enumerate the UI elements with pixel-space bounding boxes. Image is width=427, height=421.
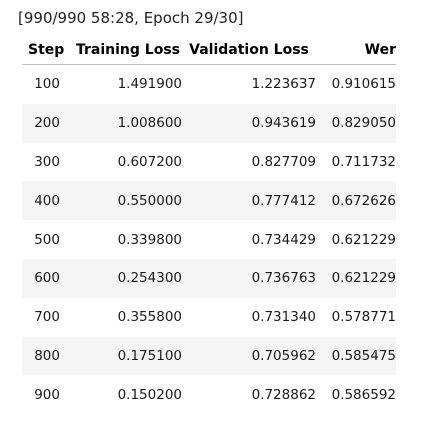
cell-wer: 0.672626 bbox=[316, 181, 396, 221]
cell-wer: 0.586592 bbox=[316, 375, 396, 415]
cell-wer: 0.910615 bbox=[316, 64, 396, 104]
cell-step: 300 bbox=[22, 142, 74, 182]
cell-step: 800 bbox=[22, 336, 74, 376]
cell-validation-loss: 0.734429 bbox=[186, 220, 316, 259]
cell-validation-loss: 0.705962 bbox=[186, 336, 316, 376]
table-row: 900 0.150200 0.728862 0.586592 bbox=[22, 375, 396, 415]
cell-step: 200 bbox=[22, 103, 74, 143]
cell-wer: 0.585475 bbox=[316, 336, 396, 376]
column-header-validation-loss: Validation Loss bbox=[186, 35, 316, 65]
cell-training-loss: 0.150200 bbox=[74, 375, 186, 415]
cell-step: 500 bbox=[22, 220, 74, 259]
column-header-wer: Wer bbox=[316, 35, 396, 65]
cell-step: 100 bbox=[22, 64, 74, 104]
table-row: 800 0.175100 0.705962 0.585475 bbox=[22, 336, 396, 376]
cell-training-loss: 0.550000 bbox=[74, 181, 186, 221]
cell-wer: 0.829050 bbox=[316, 103, 396, 143]
table-body: 100 1.491900 1.223637 0.910615 200 1.008… bbox=[22, 64, 396, 415]
cell-validation-loss: 0.943619 bbox=[186, 103, 316, 143]
cell-training-loss: 0.355800 bbox=[74, 297, 186, 337]
cell-step: 600 bbox=[22, 258, 74, 298]
cell-validation-loss: 0.731340 bbox=[186, 297, 316, 337]
cell-wer: 0.711732 bbox=[316, 142, 396, 182]
table-row: 700 0.355800 0.731340 0.578771 bbox=[22, 297, 396, 337]
cell-wer: 0.621229 bbox=[316, 258, 396, 298]
table-row: 300 0.607200 0.827709 0.711732 bbox=[22, 142, 396, 182]
cell-validation-loss: 0.777412 bbox=[186, 181, 316, 221]
table-row: 100 1.491900 1.223637 0.910615 bbox=[22, 64, 396, 104]
table-row: 600 0.254300 0.736763 0.621229 bbox=[22, 258, 396, 298]
cell-validation-loss: 0.827709 bbox=[186, 142, 316, 182]
training-metrics-table: Step Training Loss Validation Loss Wer 1… bbox=[22, 35, 396, 415]
cell-wer: 0.621229 bbox=[316, 220, 396, 259]
cell-training-loss: 0.339800 bbox=[74, 220, 186, 259]
table-row: 500 0.339800 0.734429 0.621229 bbox=[22, 220, 396, 259]
training-progress-text: [990/990 58:28, Epoch 29/30] bbox=[18, 9, 244, 27]
cell-step: 700 bbox=[22, 297, 74, 337]
table-header: Step Training Loss Validation Loss Wer bbox=[22, 35, 396, 65]
table-row: 400 0.550000 0.777412 0.672626 bbox=[22, 181, 396, 221]
column-header-training-loss: Training Loss bbox=[74, 35, 186, 65]
cell-step: 900 bbox=[22, 375, 74, 415]
cell-training-loss: 0.607200 bbox=[74, 142, 186, 182]
cell-validation-loss: 1.223637 bbox=[186, 64, 316, 104]
cell-wer: 0.578771 bbox=[316, 297, 396, 337]
column-header-step: Step bbox=[22, 35, 74, 65]
cell-validation-loss: 0.728862 bbox=[186, 375, 316, 415]
table-row: 200 1.008600 0.943619 0.829050 bbox=[22, 103, 396, 143]
cell-step: 400 bbox=[22, 181, 74, 221]
cell-training-loss: 1.008600 bbox=[74, 103, 186, 143]
cell-training-loss: 1.491900 bbox=[74, 64, 186, 104]
cell-training-loss: 0.175100 bbox=[74, 336, 186, 376]
cell-validation-loss: 0.736763 bbox=[186, 258, 316, 298]
cell-training-loss: 0.254300 bbox=[74, 258, 186, 298]
training-metrics-table-container: Step Training Loss Validation Loss Wer 1… bbox=[22, 35, 396, 415]
table-header-row: Step Training Loss Validation Loss Wer bbox=[22, 35, 396, 65]
